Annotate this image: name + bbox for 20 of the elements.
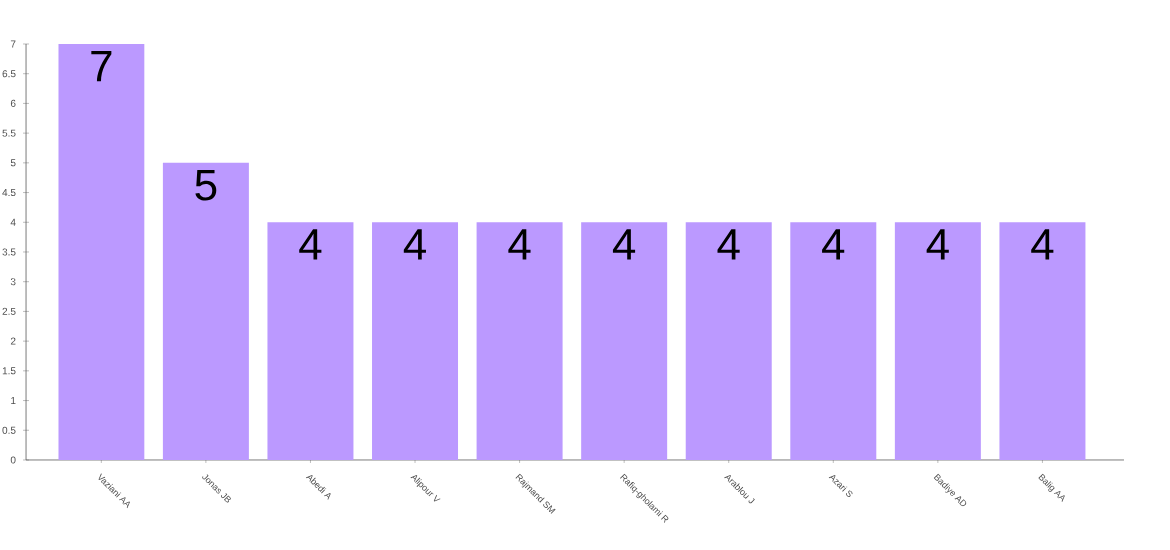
data-label: 4 xyxy=(403,229,426,260)
data-label: 4 xyxy=(508,229,531,260)
bar xyxy=(894,222,981,460)
bar xyxy=(58,44,145,460)
bar xyxy=(372,222,459,460)
bar xyxy=(581,222,668,460)
data-label: 4 xyxy=(612,229,636,260)
data-label: 4 xyxy=(822,229,845,260)
bar xyxy=(999,222,1086,460)
bar xyxy=(476,222,563,460)
data-label: 7 xyxy=(91,51,112,82)
bar xyxy=(267,222,354,460)
data-label: 5 xyxy=(195,169,217,201)
bar xyxy=(162,162,249,460)
bar xyxy=(790,222,877,460)
data-label: 4 xyxy=(299,229,322,260)
bar xyxy=(685,222,772,460)
data-label: 4 xyxy=(926,229,949,260)
data-label: 4 xyxy=(717,229,740,260)
data-label: 4 xyxy=(1031,229,1054,260)
